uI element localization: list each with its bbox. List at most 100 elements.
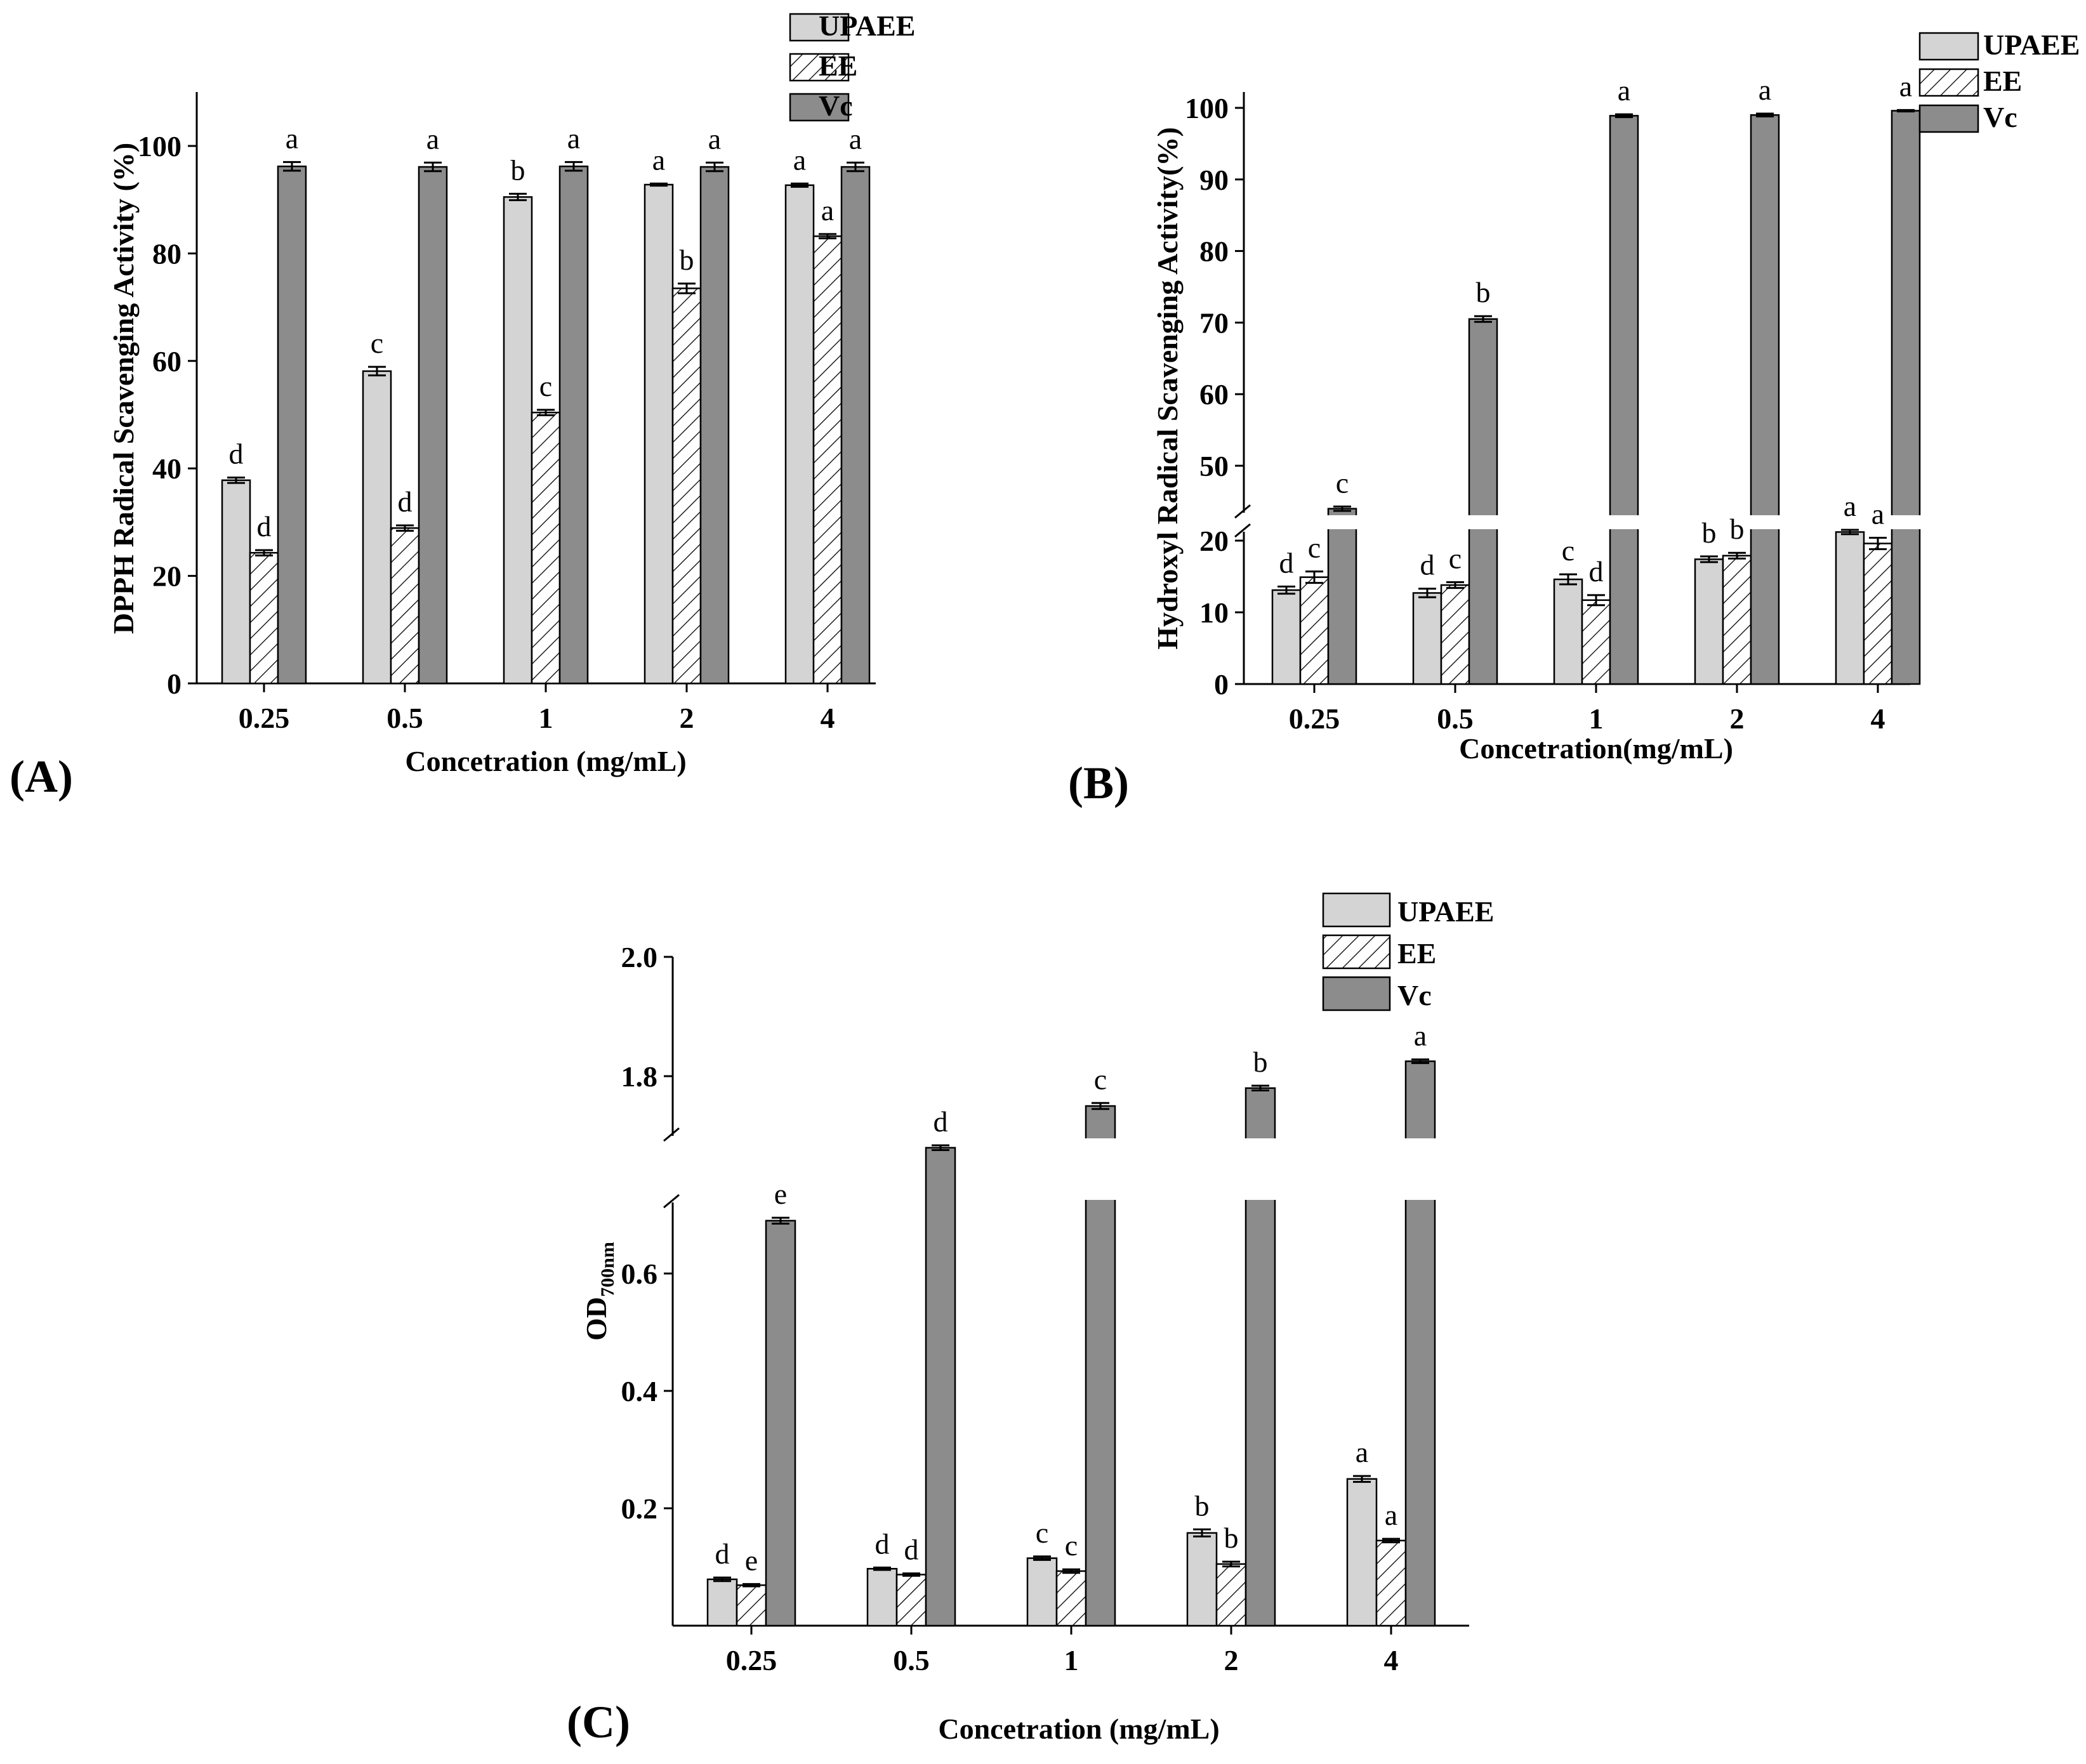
- bar-upaee: [362, 370, 392, 685]
- legend-swatch-ee: [789, 53, 850, 82]
- significance-letter: a: [1844, 490, 1856, 522]
- panel-c-label: (C): [567, 1697, 630, 1748]
- legend-swatch-vc: [1322, 976, 1391, 1011]
- significance-letter: d: [398, 485, 413, 518]
- x-tick-label: 0.25: [239, 702, 290, 734]
- bar-vc: [840, 166, 871, 685]
- bar-break-gap: [1404, 1138, 1437, 1200]
- y-tick-label: 1.8: [621, 1060, 658, 1093]
- significance-letter: d: [934, 1105, 948, 1138]
- significance-letter: b: [511, 154, 525, 186]
- y-axis-label: Hydroxyl Radical Scavenging Activity(%): [1151, 127, 1184, 649]
- y-tick-label: 80: [1199, 235, 1229, 268]
- bar-ee: [671, 287, 702, 685]
- significance-letter: c: [1562, 534, 1574, 567]
- y-tick-label: 40: [152, 452, 182, 485]
- y-tick-label: 60: [1199, 378, 1229, 411]
- y-tick-label: 100: [1185, 92, 1229, 124]
- y-tick-label: 20: [1199, 525, 1229, 557]
- significance-letter: b: [1476, 276, 1491, 308]
- bar-vc: [1750, 114, 1780, 685]
- bar-ee: [1863, 543, 1893, 685]
- x-tick-label: 2: [1730, 702, 1745, 735]
- x-tick-label: 0.5: [386, 702, 423, 734]
- legend: UPAEE EE Vc: [789, 10, 916, 122]
- significance-letter: b: [680, 244, 694, 276]
- legend-swatch-ee: [1322, 934, 1391, 970]
- y-tick-label: 0.4: [621, 1375, 658, 1407]
- significance-letter: c: [371, 327, 383, 359]
- bar-upaee: [1412, 592, 1442, 685]
- bar-vc: [1609, 115, 1639, 685]
- significance-letter: e: [745, 1544, 758, 1576]
- significance-letter: b: [1195, 1489, 1210, 1522]
- bar-ee: [1055, 1570, 1087, 1627]
- legend-swatch-upaee: [789, 13, 850, 42]
- axis-break-mark: [1234, 523, 1251, 538]
- significance-letter: b: [1253, 1046, 1268, 1078]
- significance-letter: c: [1336, 466, 1349, 499]
- bar-upaee: [1835, 531, 1865, 685]
- bar-upaee: [1271, 589, 1302, 685]
- y-tick-label: 90: [1199, 164, 1229, 196]
- significance-letter: d: [1589, 555, 1604, 588]
- bar-vc: [699, 166, 730, 685]
- bar-upaee: [221, 479, 251, 685]
- bar-vc: [277, 165, 307, 685]
- bar-vc: [765, 1220, 796, 1627]
- bar-break-gap: [1608, 515, 1640, 529]
- y-tick-label: 0: [167, 668, 182, 700]
- x-tick-label: 2: [680, 702, 694, 734]
- legend-label-upaee: UPAEE: [819, 10, 916, 42]
- significance-letter: d: [1420, 549, 1435, 581]
- legend-label-ee: EE: [819, 49, 857, 82]
- bar-upaee: [1186, 1532, 1218, 1627]
- significance-letter: c: [539, 370, 552, 402]
- significance-letter: c: [1036, 1517, 1048, 1549]
- y-tick-label: 0.6: [621, 1258, 658, 1290]
- significance-letter: a: [286, 122, 298, 154]
- y-axis-label-main: OD: [580, 1297, 612, 1341]
- legend-swatch-vc: [789, 93, 850, 122]
- significance-letter: d: [1279, 546, 1294, 579]
- significance-letter: a: [1385, 1499, 1397, 1531]
- significance-letter: b: [1224, 1522, 1239, 1554]
- axis-break-mark: [1234, 504, 1251, 519]
- significance-letter: a: [821, 194, 834, 227]
- bar-ee: [1215, 1563, 1247, 1627]
- bar-ee: [390, 527, 420, 685]
- bar-ee: [736, 1584, 767, 1627]
- legend-swatch-vc: [1918, 104, 1979, 133]
- y-tick-label: 50: [1199, 450, 1229, 482]
- y-tick-label: 10: [1199, 596, 1229, 629]
- legend-swatch-upaee: [1322, 892, 1391, 928]
- x-tick-label: 4: [1384, 1644, 1399, 1676]
- bar-vc: [925, 1147, 956, 1627]
- significance-letter: a: [652, 143, 665, 176]
- legend-label-ee: EE: [1397, 937, 1436, 970]
- significance-letter: a: [849, 122, 862, 155]
- bar-ee: [1440, 584, 1470, 685]
- y-axis-label-subscript: 700nm: [597, 1242, 618, 1297]
- legend-swatch-upaee: [1918, 32, 1979, 61]
- bar-upaee: [866, 1568, 898, 1627]
- axis-break-mark: [663, 1194, 680, 1209]
- significance-letter: a: [567, 122, 580, 154]
- significance-letter: b: [1702, 517, 1717, 549]
- x-tick-label: 1: [1589, 702, 1604, 735]
- significance-letter: a: [1356, 1436, 1368, 1468]
- y-tick-label: 0: [1214, 668, 1229, 701]
- significance-letter: d: [875, 1527, 890, 1560]
- bar-ee: [249, 551, 279, 685]
- bar-upaee: [503, 196, 533, 685]
- bar-upaee: [1553, 578, 1583, 685]
- bar-ee: [812, 235, 843, 685]
- x-tick-label: 0.5: [1437, 702, 1474, 735]
- legend-label-vc: Vc: [1983, 101, 2017, 133]
- x-tick-label: 4: [821, 702, 835, 734]
- axis-break-mark: [663, 1127, 680, 1142]
- panel-b-label: (B): [1068, 758, 1129, 808]
- bar-break-gap: [1467, 515, 1499, 529]
